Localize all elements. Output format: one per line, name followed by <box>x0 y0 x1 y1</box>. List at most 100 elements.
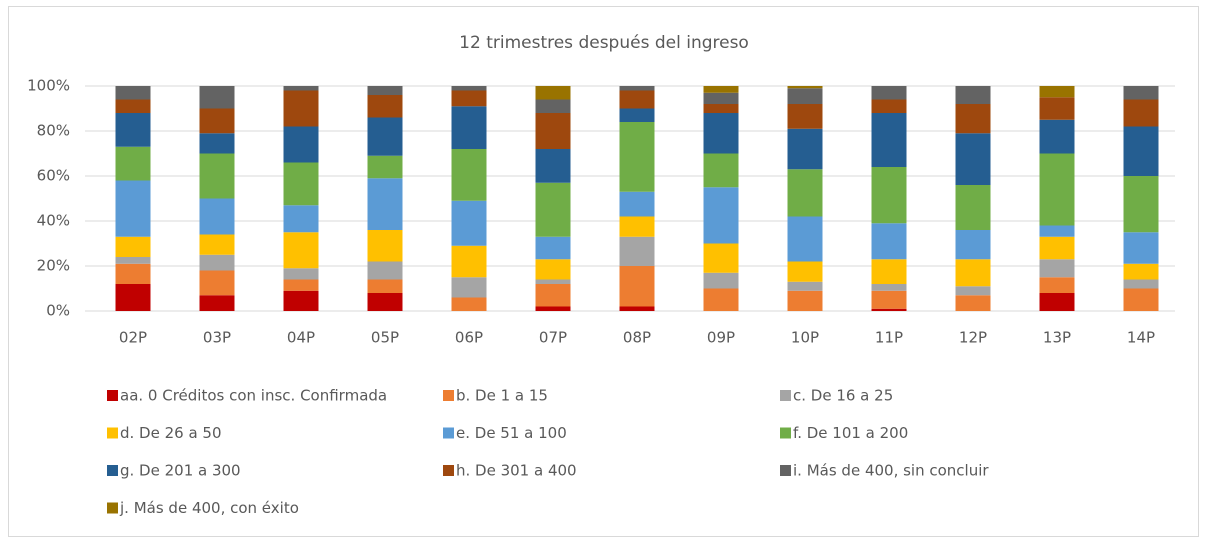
bar-segment <box>619 306 655 311</box>
bar-segment <box>703 92 739 104</box>
legend-swatch <box>443 390 454 401</box>
bar-segment <box>535 284 571 307</box>
bar-segment <box>871 223 907 260</box>
bar-segment <box>115 146 151 181</box>
bar-segment <box>955 230 991 260</box>
y-tick-label: 40% <box>37 212 70 230</box>
bar-segment <box>871 167 907 224</box>
bar-segment <box>955 259 991 287</box>
bar-segment <box>619 122 655 192</box>
bar-segment <box>115 263 151 284</box>
y-tick-label: 20% <box>37 257 70 275</box>
bar-segment <box>787 128 823 170</box>
bar-segment <box>535 279 571 284</box>
bar-segment <box>367 178 403 230</box>
bar-segment <box>955 295 991 311</box>
bar-segment <box>535 306 571 311</box>
bar-segment <box>1123 263 1159 280</box>
x-tick-label: 10P <box>791 329 819 347</box>
bar-segment <box>367 86 403 95</box>
bar-segment <box>367 95 403 118</box>
x-tick-label: 09P <box>707 329 735 347</box>
bar-segment <box>787 169 823 217</box>
bar-segment <box>115 99 151 113</box>
bar-segment <box>955 133 991 185</box>
bar-segment <box>703 187 739 244</box>
bar-segment <box>199 108 235 134</box>
bar-segment <box>199 234 235 255</box>
x-tick-label: 04P <box>287 329 315 347</box>
bar-segment <box>451 277 487 298</box>
bar-segment <box>787 261 823 282</box>
bar-segment <box>199 153 235 199</box>
bar-segment <box>787 88 823 104</box>
bar-segment <box>1123 99 1159 127</box>
bar-segment <box>451 86 487 91</box>
bar-segment <box>1123 86 1159 100</box>
bar-segment <box>535 99 571 113</box>
bar-segment <box>1039 236 1075 260</box>
bar-segment <box>199 198 235 235</box>
bar-segment <box>115 86 151 100</box>
bar-segment <box>535 149 571 183</box>
chart-title: 12 trimestres después del ingreso <box>459 33 749 53</box>
bar-segment <box>787 104 823 129</box>
bar-segment <box>871 308 907 311</box>
bar-segment <box>703 104 739 113</box>
bar-segment <box>619 266 655 307</box>
bar-segment <box>451 297 487 311</box>
bar-segment <box>535 113 571 149</box>
legend-label: f. De 101 a 200 <box>793 424 908 442</box>
bar-segment <box>871 113 907 167</box>
bar-segment <box>619 236 655 266</box>
x-tick-label: 12P <box>959 329 987 347</box>
legend-label: h. De 301 a 400 <box>456 462 577 480</box>
bar-segment <box>283 162 319 206</box>
bar-segment <box>199 254 235 271</box>
bar-segment <box>283 268 319 280</box>
bar-segment <box>367 230 403 262</box>
legend-swatch <box>443 427 454 439</box>
legend-label: e. De 51 a 100 <box>456 424 567 442</box>
bar-segment <box>703 243 739 273</box>
bar-segment <box>787 281 823 291</box>
bar-segment <box>283 279 319 291</box>
bar-segment <box>1039 225 1075 237</box>
bar-segment <box>367 293 403 311</box>
bar-segment <box>535 236 571 260</box>
legend-swatch <box>780 390 791 401</box>
legend-swatch <box>107 502 118 514</box>
x-tick-label: 07P <box>539 329 567 347</box>
bar-segment <box>451 106 487 149</box>
y-tick-label: 100% <box>27 77 70 95</box>
bar-segment <box>619 90 655 109</box>
bar-segment <box>535 182 571 237</box>
bar-segment <box>871 86 907 100</box>
bar-segment <box>283 205 319 233</box>
bar-segment <box>1123 126 1159 176</box>
legend-label: g. De 201 a 300 <box>120 462 241 480</box>
bar-segment <box>283 232 319 269</box>
legend-swatch <box>780 427 791 439</box>
bar-segment <box>367 155 403 179</box>
bar-segment <box>703 288 739 311</box>
bar-segment <box>871 284 907 291</box>
bar-segment <box>619 216 655 237</box>
bar-segment <box>1039 86 1075 98</box>
bar-segment <box>955 86 991 104</box>
bar-segment <box>283 86 319 91</box>
y-tick-label: 0% <box>46 302 70 320</box>
bar-segment <box>787 290 823 311</box>
bar-segment <box>199 86 235 109</box>
legend-label: aa. 0 Créditos con insc. Confirmada <box>120 387 387 405</box>
bar-segment <box>283 290 319 311</box>
bar-segment <box>535 259 571 280</box>
bar-segment <box>451 245 487 278</box>
bar-segment <box>1123 176 1159 233</box>
legend-label: d. De 26 a 50 <box>120 424 222 442</box>
x-tick-label: 14P <box>1127 329 1155 347</box>
x-tick-label: 11P <box>875 329 903 347</box>
bar-segment <box>1039 259 1075 278</box>
bar-segment <box>115 113 151 147</box>
